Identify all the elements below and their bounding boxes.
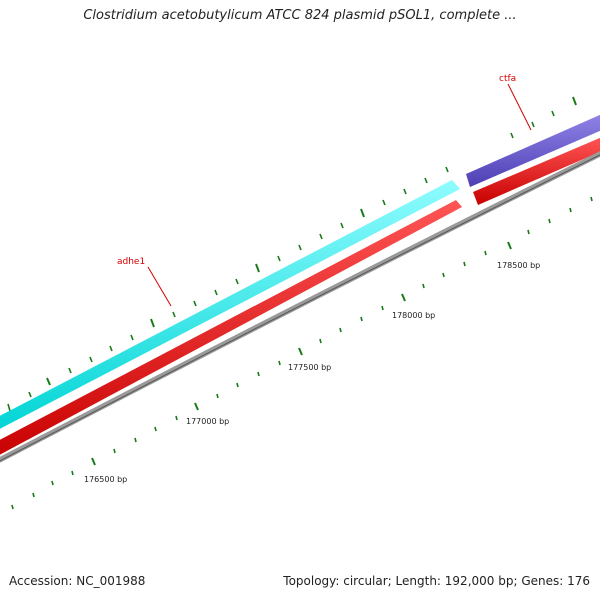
map-title: Clostridium acetobutylicum ATCC 824 plas… [83,8,517,23]
tick-mark [51,480,54,486]
tick-mark [381,305,384,311]
tick-mark [194,402,199,411]
tick-mark [548,218,551,224]
tick-mark [527,229,530,235]
tick-mark [551,110,555,117]
gene-label-text: adhe1 [117,257,145,267]
tick-mark [531,121,535,128]
tick-mark [277,255,281,262]
tick-mark [319,338,322,344]
tick-mark [507,241,512,250]
gene-label-text: ctfa [499,74,516,84]
tick-mark [11,504,14,510]
tick-mark [424,177,428,184]
tick-mark [463,261,466,267]
tick-mark [255,263,260,273]
tick-mark [193,300,197,307]
tick-mark [572,96,577,106]
gene-track-ctfa[interactable] [466,114,600,187]
tick-mark [154,426,157,432]
upper-tick-row [7,96,577,412]
tick-mark [68,367,72,374]
leader-line [147,266,172,307]
tick-mark [214,289,218,296]
gene-label-adhe1[interactable]: adhe1 [117,257,172,307]
tick-mark [134,437,137,443]
tick-mark [340,222,344,229]
ruler-labels: 176500 bp 177000 bp 177500 bp 178000 bp … [84,261,540,484]
ruler-label: 177000 bp [186,417,229,426]
tick-mark [401,293,406,302]
ruler-label: 177500 bp [288,363,331,372]
ruler-label: 176500 bp [84,475,127,484]
topology-stats: Topology: circular; Length: 192,000 bp; … [283,574,590,588]
tick-mark [298,244,302,251]
tick-mark [403,188,407,195]
tick-mark [235,278,239,285]
tick-mark [7,403,11,412]
tick-mark [590,196,593,202]
tick-mark [319,233,323,240]
tick-mark [46,377,51,386]
tick-mark [236,382,239,388]
gene-label-ctfa[interactable]: ctfa [499,74,532,131]
tick-mark [382,199,386,206]
tick-mark [339,327,342,333]
tick-mark [89,356,93,363]
tick-mark [484,250,487,256]
tick-mark [109,345,113,352]
ruler-label: 178000 bp [392,311,435,320]
tick-mark [130,334,134,341]
ruler-label: 178500 bp [497,261,540,270]
tick-mark [298,347,303,356]
cds-track[interactable] [0,200,462,460]
tick-mark [569,207,572,213]
tick-mark [216,393,219,399]
tick-mark [175,415,178,421]
tick-mark [442,272,445,278]
tick-mark [278,360,281,366]
lower-tick-row [11,196,593,510]
tick-mark [360,208,365,218]
tick-mark [172,311,176,318]
gene-tracks [0,114,600,463]
backbone-track-shadow [0,154,600,462]
tick-mark [150,318,155,328]
leader-line [507,83,532,131]
cds-track-right[interactable] [473,137,600,205]
tick-mark [445,166,449,173]
tick-mark [510,132,514,139]
tick-mark [257,371,260,377]
tick-mark [28,391,32,398]
tick-mark [360,316,363,322]
backbone-track [0,150,600,463]
tick-mark [422,283,425,289]
tick-mark [32,492,35,498]
gene-track-adhe1[interactable] [0,180,460,434]
tick-mark [71,470,74,476]
tick-mark [113,448,116,454]
tick-mark [91,457,96,466]
accession-label: Accession: NC_001988 [9,574,146,588]
